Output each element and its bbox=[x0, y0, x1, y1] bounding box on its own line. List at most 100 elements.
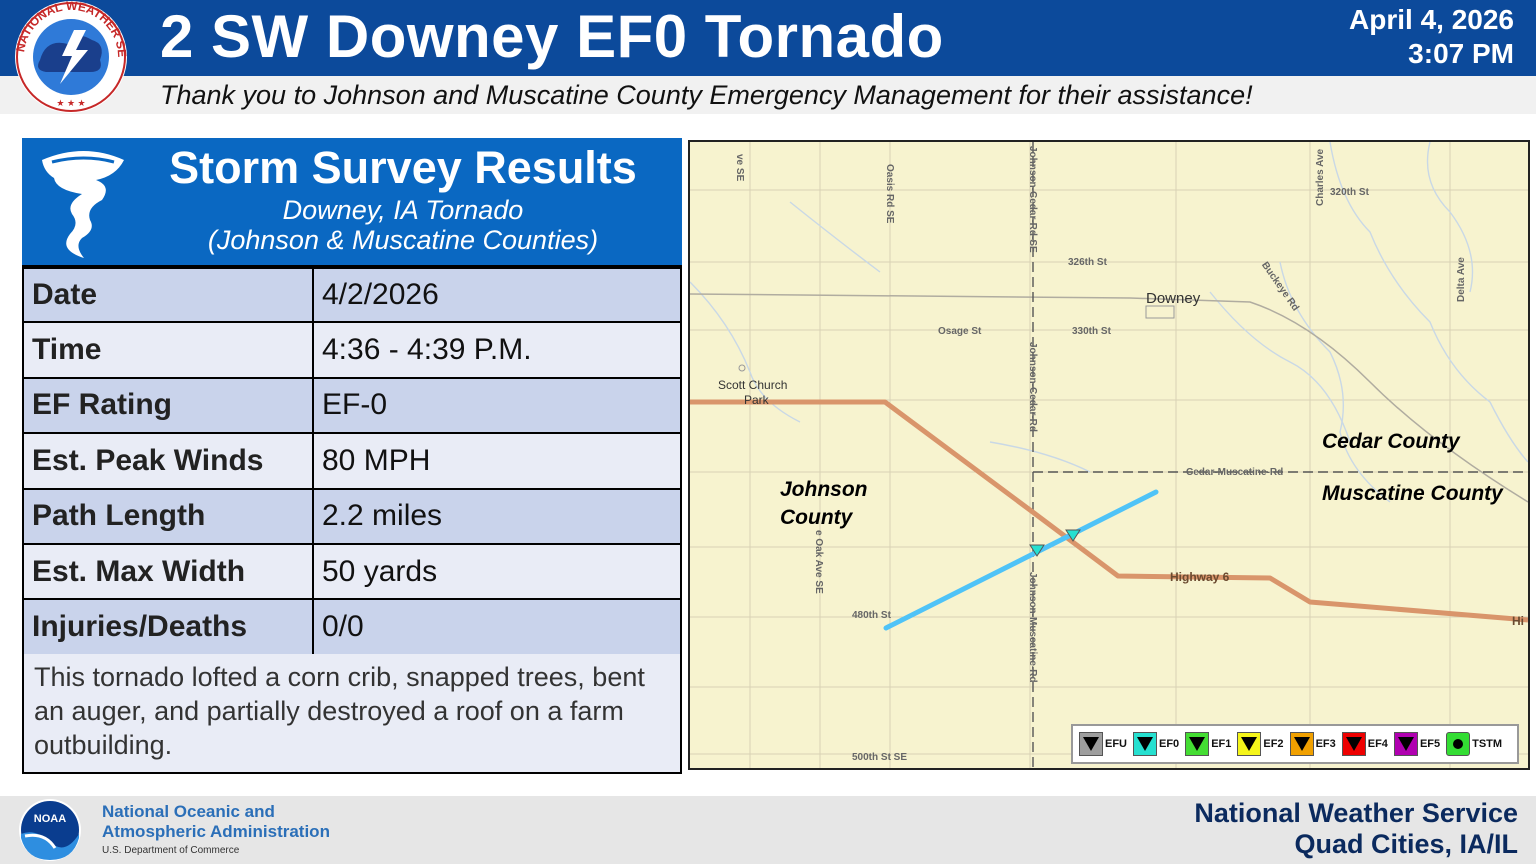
noaa-logo-icon: NOAA bbox=[19, 799, 81, 861]
results-subtitle-counties: (Johnson & Muscatine Counties) bbox=[207, 225, 599, 255]
table-row: EF Rating EF-0 bbox=[22, 376, 682, 435]
legend-item-efu: EFU bbox=[1079, 732, 1127, 756]
nws-logo-icon: NATIONAL WEATHER SERVICE ★ ★ ★ bbox=[10, 0, 129, 113]
header-bar bbox=[0, 0, 1536, 76]
svg-text:★ ★ ★: ★ ★ ★ bbox=[56, 98, 85, 108]
page-title: 2 SW Downey EF0 Tornado bbox=[160, 3, 944, 70]
row-value: 4/2/2026 bbox=[312, 265, 682, 324]
noaa-name-line1: National Oceanic and bbox=[102, 802, 275, 821]
results-header: Storm Survey Results Downey, IA Tornado … bbox=[22, 138, 682, 265]
row-value: 2.2 miles bbox=[312, 487, 682, 545]
row-label: EF Rating bbox=[22, 376, 314, 435]
road-label-johnson-muscatine: Johnson-Muscatine-Rd bbox=[1027, 572, 1038, 683]
legend-swatch-ef3 bbox=[1289, 732, 1314, 756]
row-label: Est. Max Width bbox=[22, 542, 314, 601]
nws-office-name: National Weather Service bbox=[1194, 798, 1518, 828]
triangle-icon bbox=[1083, 737, 1099, 751]
triangle-icon bbox=[1189, 737, 1206, 751]
triangle-icon bbox=[1345, 737, 1362, 751]
row-value: EF-0 bbox=[312, 376, 682, 435]
park-label-line1: Scott Church bbox=[718, 378, 788, 392]
page-date: April 4, 2026 bbox=[1349, 4, 1514, 35]
legend-item-ef3: EF3 bbox=[1289, 732, 1336, 756]
muscatine-county-label: Muscatine County bbox=[1322, 482, 1503, 505]
road-label-johnson-cedar: Johnson-Cedar-Rd-SE bbox=[1027, 146, 1038, 253]
legend-label: EF3 bbox=[1315, 738, 1336, 750]
dot-icon bbox=[1453, 739, 1464, 749]
tornado-icon bbox=[42, 151, 124, 258]
legend-swatch-ef4 bbox=[1341, 732, 1366, 756]
table-row: Time 4:36 - 4:39 P.M. bbox=[22, 321, 682, 379]
triangle-icon bbox=[1293, 737, 1310, 751]
road-label-500th: 500th St SE bbox=[852, 752, 908, 763]
park-label-line2: Park bbox=[744, 393, 769, 407]
legend-swatch-ef5 bbox=[1393, 732, 1418, 756]
road-label-480th: 480th St bbox=[852, 610, 891, 621]
damage-description: This tornado lofted a corn crib, snapped… bbox=[22, 654, 682, 774]
road-label-delta: Delta Ave bbox=[1456, 257, 1467, 302]
legend-label: EF5 bbox=[1419, 738, 1441, 750]
legend-item-ef2: EF2 bbox=[1237, 732, 1284, 756]
noaa-department: U.S. Department of Commerce bbox=[102, 845, 240, 856]
row-label: Date bbox=[22, 265, 314, 324]
legend-label: TSTM bbox=[1472, 738, 1503, 750]
highway-edge-label: Hi bbox=[1512, 614, 1524, 628]
highway-6-label: Highway 6 bbox=[1170, 570, 1230, 584]
row-value: 0/0 bbox=[312, 598, 682, 656]
table-row: Injuries/Deaths 0/0 bbox=[22, 598, 682, 656]
nws-office-location: Quad Cities, IA/IL bbox=[1294, 829, 1518, 859]
legend-swatch-ef1 bbox=[1185, 732, 1210, 756]
triangle-icon bbox=[1397, 737, 1414, 751]
legend-item-ef0: EF0 bbox=[1133, 732, 1179, 756]
road-label-osage: Osage St bbox=[938, 326, 982, 337]
legend-label: EF1 bbox=[1211, 738, 1232, 750]
road-label-cedar-muscatine: Cedar-Muscatine-Rd bbox=[1186, 467, 1284, 478]
road-label-320th: 320th St bbox=[1330, 187, 1369, 198]
legend-swatch-tstm bbox=[1446, 732, 1471, 756]
legend-item-ef4: EF4 bbox=[1341, 732, 1388, 756]
town-label-downey: Downey bbox=[1146, 290, 1201, 307]
table-row: Path Length 2.2 miles bbox=[22, 487, 682, 545]
footer-bar bbox=[0, 796, 1536, 864]
page-time: 3:07 PM bbox=[1408, 38, 1514, 69]
legend-item-ef1: EF1 bbox=[1185, 732, 1231, 756]
row-label: Est. Peak Winds bbox=[22, 432, 314, 490]
legend-item-ef5: EF5 bbox=[1393, 732, 1441, 756]
johnson-county-label-line1: Johnson bbox=[780, 478, 868, 501]
map-canvas bbox=[690, 142, 1528, 768]
subheader-bar bbox=[0, 76, 1536, 114]
results-table: Date 4/2/2026 Time 4:36 - 4:39 P.M. EF R… bbox=[22, 265, 682, 656]
table-row: Date 4/2/2026 bbox=[22, 265, 682, 324]
tornado-track-map[interactable]: ve SE Oasis Rd SE Johnson-Cedar-Rd-SE Jo… bbox=[688, 140, 1530, 770]
results-subtitle-location: Downey, IA Tornado bbox=[282, 195, 524, 225]
road-label-326th: 326th St bbox=[1068, 257, 1107, 268]
row-label: Path Length bbox=[22, 487, 314, 545]
acknowledgement-text: Thank you to Johnson and Muscatine Count… bbox=[160, 80, 1253, 110]
triangle-icon bbox=[1137, 737, 1153, 751]
legend-label: EF0 bbox=[1159, 738, 1180, 750]
table-row: Est. Peak Winds 80 MPH bbox=[22, 432, 682, 490]
row-value: 80 MPH bbox=[312, 432, 682, 490]
row-value: 50 yards bbox=[312, 542, 682, 601]
row-label: Time bbox=[22, 321, 314, 379]
legend-swatch-ef0 bbox=[1133, 732, 1157, 756]
johnson-county-label-line2: County bbox=[780, 506, 853, 529]
road-label-oasis: Oasis Rd SE bbox=[884, 164, 895, 224]
svg-text:NOAA: NOAA bbox=[34, 813, 66, 825]
row-label: Injuries/Deaths bbox=[22, 598, 314, 656]
legend-swatch-ef2 bbox=[1237, 732, 1262, 756]
road-label-charles: Charles Ave bbox=[1315, 148, 1326, 206]
row-value: 4:36 - 4:39 P.M. bbox=[312, 321, 682, 379]
triangle-icon bbox=[1241, 737, 1258, 751]
map-legend: EFU EF0 EF1 EF2 EF3 EF4 EF5 bbox=[1071, 724, 1519, 764]
legend-swatch-efu bbox=[1079, 732, 1103, 756]
legend-item-tstm: TSTM bbox=[1446, 732, 1502, 756]
legend-label: EFU bbox=[1105, 738, 1127, 750]
results-title: Storm Survey Results bbox=[169, 142, 637, 193]
legend-label: EF4 bbox=[1367, 738, 1388, 750]
cedar-county-label: Cedar County bbox=[1322, 430, 1460, 453]
road-label-ave-se: ve SE bbox=[734, 154, 745, 182]
legend-label: EF2 bbox=[1263, 738, 1284, 750]
road-label-johnson-cedar-2: Johnson-Cedar-Rd bbox=[1027, 342, 1038, 432]
noaa-name-line2: Atmospheric Administration bbox=[102, 822, 330, 841]
